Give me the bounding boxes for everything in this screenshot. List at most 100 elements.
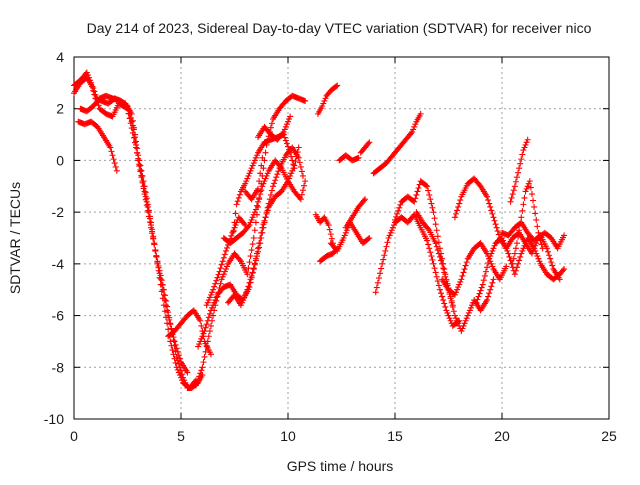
data-point: [456, 200, 463, 207]
data-point: [245, 223, 252, 230]
data-point: [201, 353, 208, 360]
data-point: [241, 294, 248, 301]
data-point: [244, 175, 251, 182]
data-point: [236, 191, 243, 198]
data-point: [127, 114, 134, 121]
data-point: [487, 286, 494, 293]
data-point: [518, 214, 525, 221]
y-tick-label: -4: [52, 256, 65, 272]
data-point: [249, 214, 256, 221]
data-point: [513, 240, 520, 247]
data-point: [489, 247, 496, 254]
data-point: [207, 351, 214, 358]
data-point: [149, 226, 156, 233]
data-point: [548, 259, 555, 266]
series-trace-25: [439, 240, 510, 298]
series-trace-14: [314, 82, 341, 117]
data-point: [485, 259, 492, 266]
data-point: [257, 240, 264, 247]
data-point: [530, 197, 537, 204]
data-point: [231, 219, 238, 226]
y-tick-label: 2: [56, 101, 64, 117]
data-point: [205, 297, 212, 304]
data-point: [107, 144, 114, 151]
data-point: [362, 196, 369, 203]
data-point: [454, 317, 461, 324]
data-point: [285, 118, 291, 125]
data-point: [511, 250, 518, 257]
data-point: [173, 345, 180, 352]
data-point: [247, 167, 254, 174]
data-point: [248, 165, 255, 172]
data-point: [462, 317, 469, 324]
data-point: [160, 291, 167, 298]
data-point: [503, 245, 510, 252]
data-point: [205, 314, 212, 321]
data-point: [546, 252, 553, 259]
data-point: [246, 259, 253, 266]
data-point: [256, 178, 263, 185]
data-point: [444, 309, 451, 316]
data-point: [290, 161, 297, 168]
data-point: [390, 222, 397, 229]
data-point: [258, 235, 265, 241]
data-point: [248, 272, 255, 279]
data-point: [488, 250, 495, 257]
data-point: [414, 188, 421, 195]
data-point: [452, 210, 459, 217]
data-point: [436, 253, 443, 260]
data-point: [377, 270, 384, 277]
data-point: [250, 211, 257, 218]
data-point: [525, 180, 532, 187]
data-point: [90, 85, 97, 92]
axis-ticks: 0 5 10 15 20 25 -10 -8 -6 -4 -2 0 2 4: [44, 49, 617, 444]
data-point: [447, 295, 454, 302]
data-point: [425, 225, 432, 232]
data-point: [264, 170, 271, 177]
data-point: [372, 289, 379, 296]
data-point: [389, 224, 396, 231]
data-point: [435, 239, 442, 246]
data-point: [366, 139, 373, 146]
data-point: [413, 191, 420, 198]
data-point: [206, 310, 213, 317]
data-point: [325, 222, 332, 229]
series-trace-18: [342, 196, 369, 231]
data-point: [292, 158, 299, 165]
data-point: [474, 296, 481, 303]
data-point: [454, 286, 461, 293]
data-point: [250, 235, 257, 241]
data-point: [140, 178, 147, 185]
data-point: [411, 198, 418, 205]
data-point: [287, 172, 294, 179]
data-point: [499, 235, 505, 241]
data-point: [200, 330, 207, 337]
series-trace-9: [225, 144, 306, 309]
data-point: [458, 276, 465, 283]
data-point: [207, 291, 214, 298]
data-point: [532, 247, 539, 254]
data-point: [549, 262, 556, 269]
data-point: [250, 160, 257, 167]
data-point: [220, 271, 227, 278]
data-point: [522, 141, 529, 148]
data-point: [174, 348, 181, 355]
data-point: [283, 121, 290, 128]
data-point: [210, 286, 217, 293]
data-point: [198, 322, 205, 329]
series-trace-6: [192, 92, 309, 389]
data-point: [265, 200, 272, 207]
data-point: [507, 257, 514, 264]
data-point: [427, 196, 434, 203]
data-point: [533, 216, 540, 223]
data-point: [264, 204, 271, 211]
x-tick-label: 25: [601, 428, 617, 444]
series-trace-17: [327, 219, 373, 254]
data-point: [255, 185, 262, 192]
data-point: [394, 210, 401, 217]
data-point: [163, 314, 170, 321]
data-point: [519, 207, 526, 214]
data-point: [435, 282, 442, 289]
data-point: [243, 178, 250, 185]
